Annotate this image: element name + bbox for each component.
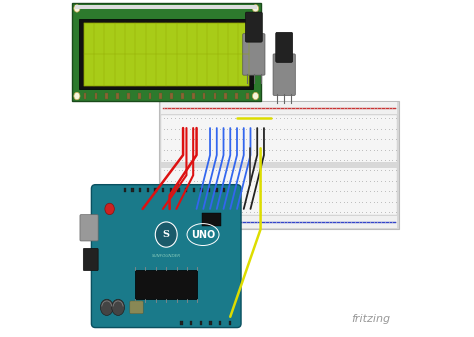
Bar [139,188,141,192]
Bar [190,321,192,325]
Ellipse shape [74,5,80,12]
Bar [80,19,253,89]
FancyBboxPatch shape [273,54,295,95]
Bar [84,23,249,86]
Bar [185,188,187,192]
Bar [170,93,173,99]
Text: fritzing: fritzing [352,313,391,324]
Bar [201,213,221,226]
Bar [159,101,399,229]
Bar [192,93,195,99]
Bar [135,270,197,299]
Bar [181,93,184,99]
Bar [177,188,180,192]
Bar [214,93,216,99]
FancyBboxPatch shape [80,215,98,241]
Ellipse shape [112,299,125,315]
Bar [155,188,157,192]
FancyBboxPatch shape [276,32,292,62]
Bar [209,321,211,325]
FancyBboxPatch shape [83,248,98,271]
Bar [219,321,221,325]
Bar [84,93,86,99]
Bar [161,115,397,215]
Bar [208,188,210,192]
Text: S: S [163,230,170,239]
Bar [161,216,397,228]
Ellipse shape [253,92,259,100]
Bar [203,93,205,99]
Ellipse shape [155,222,177,247]
Bar [116,93,119,99]
Bar [138,93,140,99]
Text: SUNFOUNDER: SUNFOUNDER [152,254,181,258]
FancyBboxPatch shape [246,12,262,42]
Bar [235,93,238,99]
Bar [159,93,162,99]
Bar [200,188,202,192]
Text: UNO: UNO [191,229,215,240]
Bar [161,162,397,168]
Ellipse shape [105,203,114,215]
Bar [72,3,261,101]
Bar [161,102,397,114]
Ellipse shape [74,92,80,100]
Bar [149,93,151,99]
Ellipse shape [253,5,259,12]
Bar [228,321,231,325]
Bar [200,321,202,325]
FancyBboxPatch shape [130,301,143,314]
Bar [94,93,97,99]
Bar [124,188,126,192]
Bar [224,93,227,99]
Bar [105,93,108,99]
Bar [170,188,172,192]
Bar [162,188,164,192]
FancyBboxPatch shape [91,185,241,328]
Bar [146,188,149,192]
Bar [181,321,183,325]
FancyBboxPatch shape [243,34,265,75]
Bar [192,188,195,192]
Ellipse shape [100,299,113,315]
Bar [246,93,249,99]
Bar [131,188,134,192]
Bar [75,5,257,9]
Bar [223,188,226,192]
Bar [127,93,130,99]
Bar [216,188,218,192]
